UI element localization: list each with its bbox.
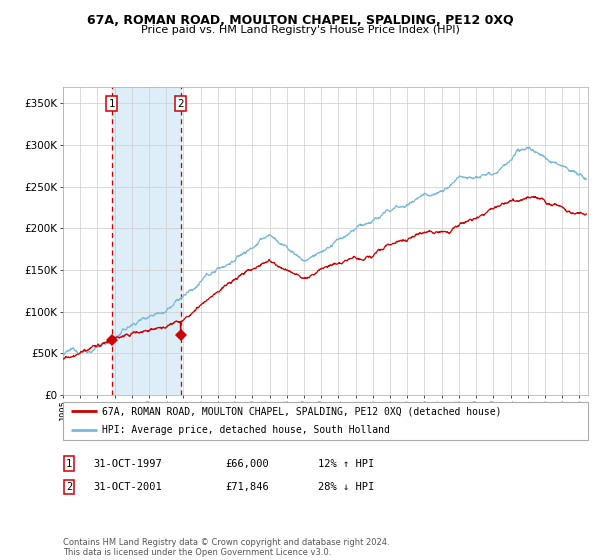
Text: £66,000: £66,000 bbox=[225, 459, 269, 469]
Text: Contains HM Land Registry data © Crown copyright and database right 2024.
This d: Contains HM Land Registry data © Crown c… bbox=[63, 538, 389, 557]
Text: 1: 1 bbox=[109, 99, 115, 109]
Text: 2: 2 bbox=[177, 99, 184, 109]
Text: 2: 2 bbox=[66, 482, 72, 492]
Bar bbox=[112, 87, 181, 395]
Text: HPI: Average price, detached house, South Holland: HPI: Average price, detached house, Sout… bbox=[103, 425, 390, 435]
Text: 31-OCT-2001: 31-OCT-2001 bbox=[93, 482, 162, 492]
Text: 67A, ROMAN ROAD, MOULTON CHAPEL, SPALDING, PE12 0XQ: 67A, ROMAN ROAD, MOULTON CHAPEL, SPALDIN… bbox=[86, 14, 514, 27]
Text: 67A, ROMAN ROAD, MOULTON CHAPEL, SPALDING, PE12 0XQ (detached house): 67A, ROMAN ROAD, MOULTON CHAPEL, SPALDIN… bbox=[103, 406, 502, 416]
Text: 28% ↓ HPI: 28% ↓ HPI bbox=[318, 482, 374, 492]
Text: 31-OCT-1997: 31-OCT-1997 bbox=[93, 459, 162, 469]
Text: £71,846: £71,846 bbox=[225, 482, 269, 492]
FancyBboxPatch shape bbox=[63, 402, 588, 440]
Text: 1: 1 bbox=[66, 459, 72, 469]
Text: 12% ↑ HPI: 12% ↑ HPI bbox=[318, 459, 374, 469]
Text: Price paid vs. HM Land Registry's House Price Index (HPI): Price paid vs. HM Land Registry's House … bbox=[140, 25, 460, 35]
